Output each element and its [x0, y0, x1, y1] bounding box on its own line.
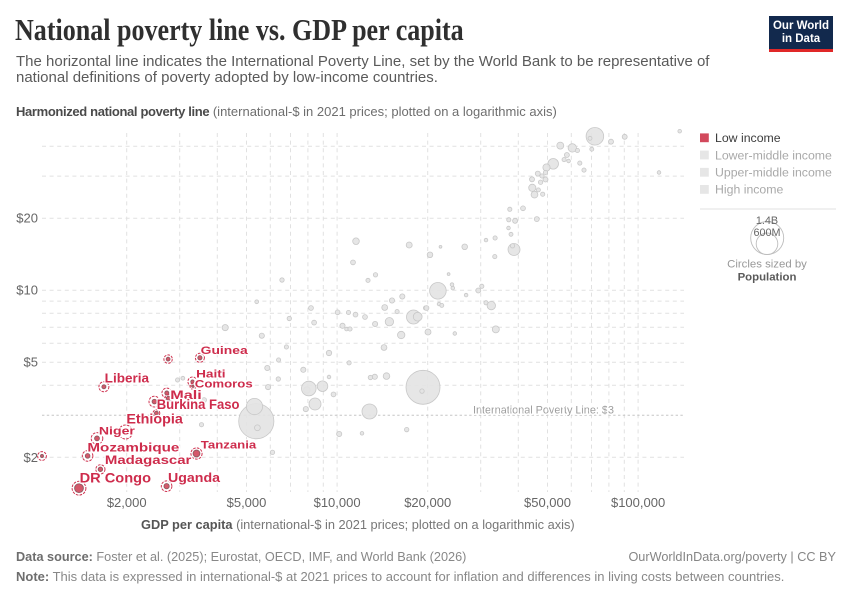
svg-text:$2: $2	[24, 450, 38, 465]
svg-text:GDP per capita (international-: GDP per capita (international-$ in 2021 …	[141, 517, 575, 532]
svg-text:DR Congo: DR Congo	[80, 470, 151, 485]
svg-text:Upper-middle income: Upper-middle income	[715, 166, 832, 180]
svg-text:$20,000: $20,000	[404, 495, 451, 510]
svg-text:$100,000: $100,000	[611, 495, 665, 510]
svg-text:Burkina Faso: Burkina Faso	[157, 397, 240, 412]
svg-text:Mali: Mali	[170, 388, 202, 402]
svg-text:$5: $5	[24, 355, 38, 370]
svg-text:Uganda: Uganda	[168, 470, 221, 485]
svg-text:$5,000: $5,000	[227, 495, 267, 510]
svg-text:$50,000: $50,000	[524, 495, 571, 510]
svg-text:Population: Population	[738, 272, 797, 284]
svg-text:$10: $10	[16, 283, 38, 298]
svg-text:Haiti: Haiti	[196, 369, 226, 381]
svg-text:Low income: Low income	[715, 131, 781, 145]
svg-text:$10,000: $10,000	[314, 495, 361, 510]
svg-text:Tanzania: Tanzania	[201, 440, 258, 452]
svg-text:High income: High income	[715, 183, 784, 197]
svg-text:Harmonized national poverty li: Harmonized national poverty line (intern…	[16, 104, 557, 119]
svg-text:600M: 600M	[753, 227, 780, 239]
svg-text:Ethiopia: Ethiopia	[126, 412, 183, 427]
svg-text:Guinea: Guinea	[201, 345, 249, 357]
svg-text:Madagascar: Madagascar	[105, 453, 192, 467]
svg-text:Niger: Niger	[99, 425, 136, 437]
svg-text:Lower-middle income: Lower-middle income	[715, 148, 832, 162]
svg-text:Comoros: Comoros	[195, 379, 253, 391]
svg-text:Liberia: Liberia	[105, 371, 150, 386]
svg-text:International Poverty Line: $3: International Poverty Line: $3	[473, 405, 614, 417]
svg-text:Circles sized by: Circles sized by	[727, 259, 807, 271]
svg-text:$20: $20	[16, 211, 38, 226]
svg-text:Mozambique: Mozambique	[87, 440, 179, 454]
svg-text:1.4B: 1.4B	[756, 215, 778, 227]
svg-text:$2,000: $2,000	[107, 495, 147, 510]
